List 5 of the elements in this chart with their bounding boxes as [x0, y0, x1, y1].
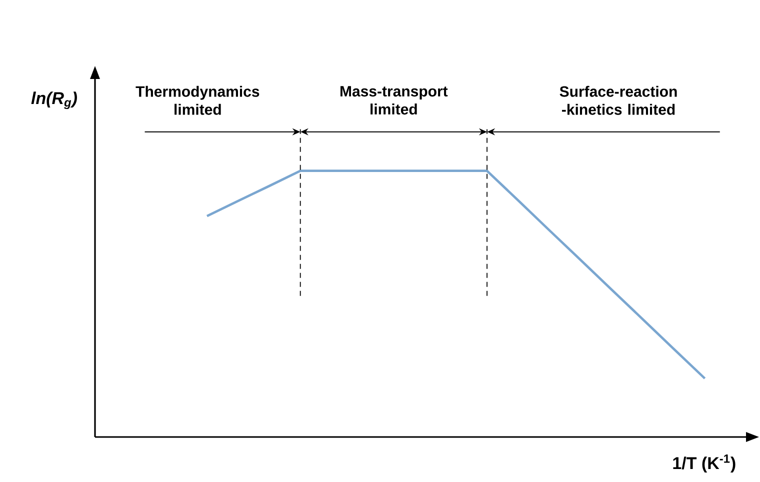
text: Surface-reaction -kinetics limited	[560, 86, 677, 115]
text: ln(R$_{g}$)	[31, 92, 77, 110]
text: Thermodynamics limited	[136, 86, 260, 115]
x-axis-title: 1/T (K$^{-1}$)	[673, 454, 736, 473]
text: Mass-transport limited	[340, 86, 448, 115]
